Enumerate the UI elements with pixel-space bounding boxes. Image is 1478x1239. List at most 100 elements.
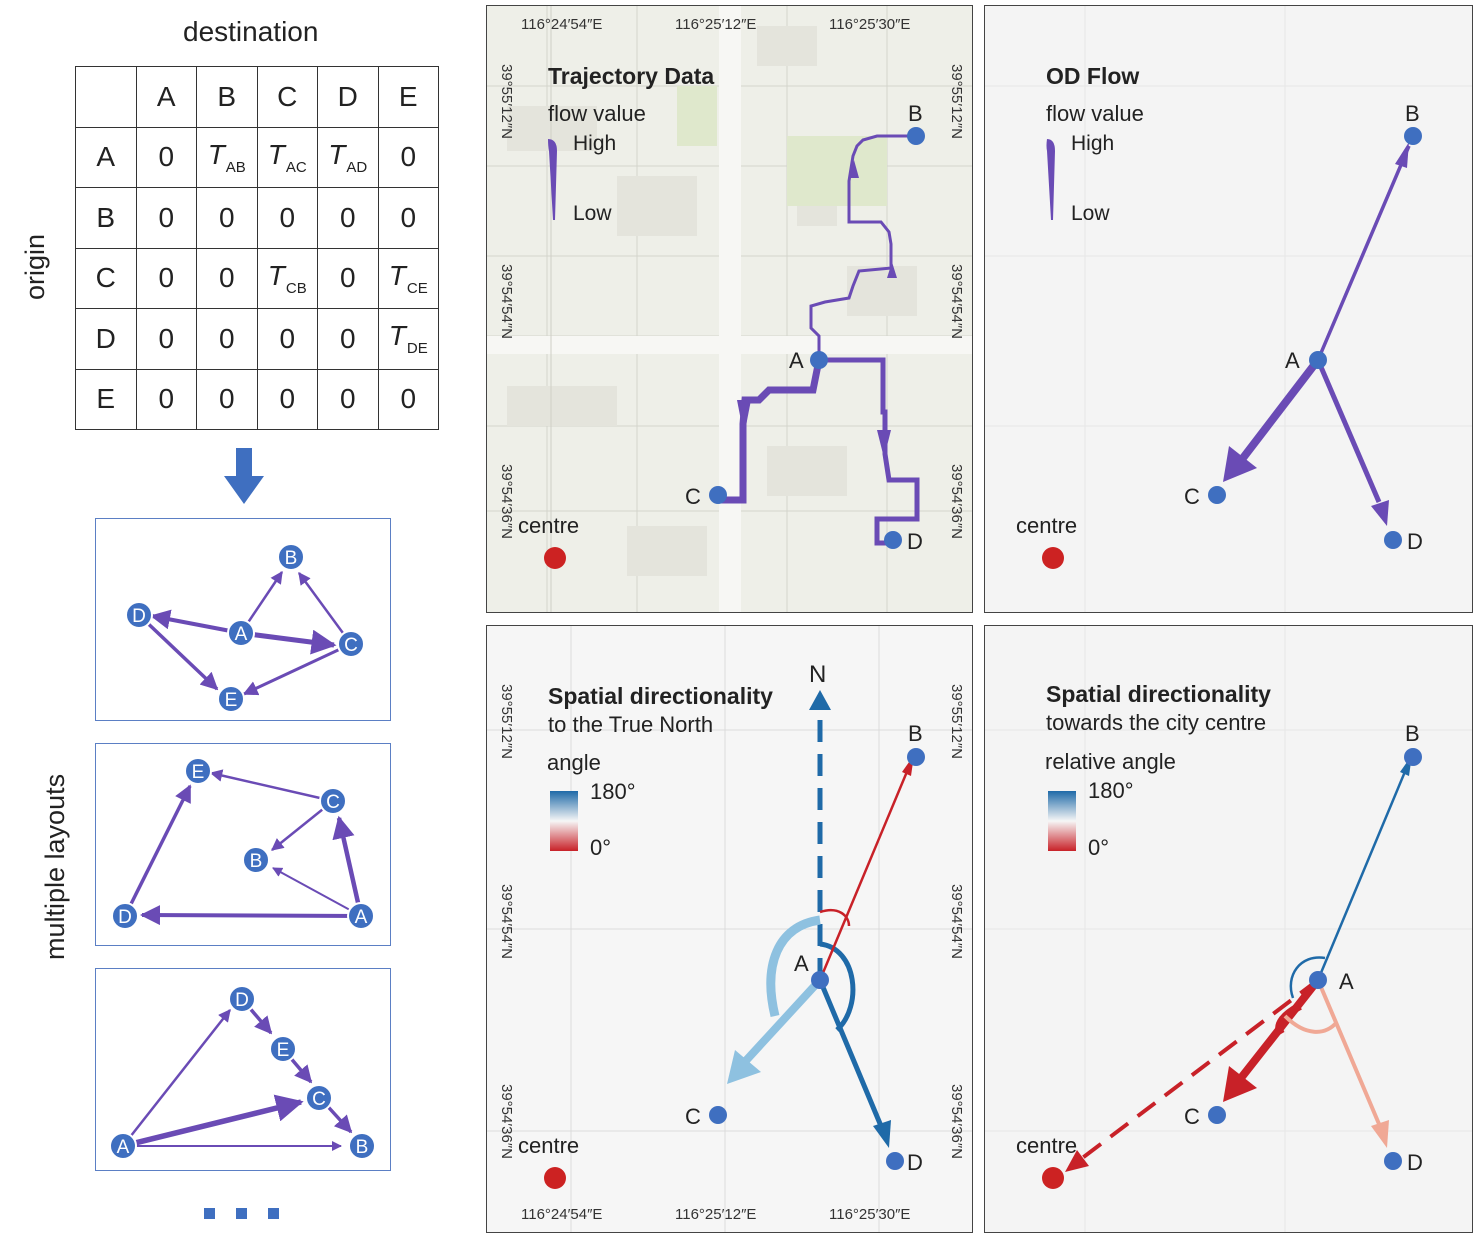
matrix-col-header: C	[256, 66, 318, 128]
lon-tick: 116°24′54″E	[521, 16, 603, 33]
matrix-cell: 0	[256, 308, 318, 370]
centre-marker	[1042, 1167, 1064, 1189]
matrix-cell: 0	[196, 247, 258, 309]
node-a	[347, 902, 375, 930]
centre-marker	[544, 547, 566, 569]
edge-a-c	[122, 1094, 304, 1149]
label-b: B	[1405, 721, 1420, 746]
node-label: A	[117, 1137, 130, 1158]
north-legend-title: angle	[547, 750, 601, 775]
flow-legend-wedge	[548, 139, 557, 220]
legend-max: 180°	[590, 779, 636, 804]
lon-tick: 116°25′30″E	[829, 16, 911, 33]
flow-symbol: T	[267, 138, 285, 170]
dir-a-c	[1237, 977, 1322, 1081]
node-label: D	[132, 606, 146, 627]
matrix-cell: 0	[135, 187, 197, 249]
node-d	[884, 531, 902, 549]
matrix-row: C 0 0 TCB 0 TCE	[75, 247, 439, 309]
flow-symbol: T	[267, 259, 285, 291]
panel-centre-directionality: Spatial directionality towards the city …	[984, 625, 1473, 1233]
od-a-b	[1316, 145, 1411, 361]
edge-c-e	[242, 642, 352, 696]
trajectory-a-c	[718, 359, 823, 504]
matrix-cell: TAC	[256, 126, 318, 188]
matrix-cell: 0	[256, 368, 318, 430]
label-c: C	[1184, 1104, 1200, 1129]
edge-c-e	[209, 769, 334, 803]
matrix-cell: TAB	[196, 126, 258, 188]
node-a	[109, 1132, 137, 1160]
node-d	[1384, 1152, 1402, 1170]
node-c	[709, 486, 727, 504]
flow-subscript: DE	[406, 340, 428, 358]
matrix-cell: 0	[196, 187, 258, 249]
flow-symbol: T	[207, 138, 225, 170]
node-d	[1384, 531, 1402, 549]
trajectory-legend-title: flow value	[548, 101, 646, 126]
matrix-col-header: A	[135, 66, 197, 128]
label-d: D	[1407, 529, 1423, 554]
matrix-row-header: C	[75, 247, 137, 309]
matrix-cell: 0	[196, 368, 258, 430]
flow-subscript: AD	[346, 158, 368, 176]
matrix-cell: 0	[135, 247, 197, 309]
node-d	[125, 601, 153, 629]
angle-legend-bar	[550, 791, 578, 851]
matrix-cell: TAD	[317, 126, 379, 188]
trajectory-a-b	[809, 134, 915, 360]
angle-legend-bar	[1048, 791, 1076, 851]
od-legend-title: flow value	[1046, 101, 1144, 126]
label-a: A	[789, 348, 804, 373]
lat-tick: 39°55′12″N	[498, 64, 515, 140]
trajectory-arrow	[887, 262, 897, 278]
edge-c-b	[297, 571, 353, 645]
node-label: C	[312, 1089, 326, 1110]
matrix-cell: 0	[317, 187, 379, 249]
centre-label: centre	[518, 1133, 580, 1158]
network-layout-2: A B C D E	[95, 743, 391, 946]
flow-symbol: T	[328, 138, 346, 170]
node-label: B	[356, 1137, 369, 1158]
node-b	[348, 1132, 376, 1160]
label-c: C	[685, 1104, 701, 1129]
lat-tick: 39°55′12″N	[948, 64, 965, 140]
matrix-col-header	[75, 66, 137, 128]
flow-symbol: T	[388, 320, 406, 352]
node-label: A	[355, 907, 368, 928]
node-a	[810, 351, 828, 369]
matrix-row-header: A	[75, 126, 137, 188]
edge-d-e	[137, 613, 219, 691]
flow-legend-wedge	[1046, 139, 1055, 220]
lon-tick: 116°24′54″E	[521, 1206, 603, 1223]
edge-a-d	[140, 905, 362, 926]
dir-a-b	[1316, 761, 1411, 981]
matrix-col-header: B	[196, 66, 258, 128]
lat-tick: 39°54′54″N	[498, 264, 515, 340]
flow-subscript: AB	[225, 158, 246, 176]
node-d	[228, 985, 256, 1013]
edge-a-d	[122, 1009, 231, 1147]
label-a: A	[1339, 969, 1354, 994]
more-ellipsis	[204, 1206, 300, 1224]
node-label: E	[225, 690, 238, 711]
flow-subscript: AC	[285, 158, 307, 176]
centre-marker	[544, 1167, 566, 1189]
centre-dir-legend-title: relative angle	[1045, 749, 1176, 774]
angle-arc-d	[819, 941, 856, 1032]
edge-a-c	[240, 629, 337, 655]
node-c	[319, 787, 347, 815]
centre-label: centre	[1016, 513, 1078, 538]
lat-tick: 39°54′54″N	[948, 884, 965, 960]
multiple-layouts-label: multiple layouts	[40, 773, 70, 960]
dir-a-b	[818, 761, 913, 981]
label-c: C	[685, 484, 701, 509]
centre-dir-subtitle: towards the city centre	[1046, 710, 1267, 735]
label-c: C	[1184, 484, 1200, 509]
node-e	[184, 757, 212, 785]
node-c	[305, 1084, 333, 1112]
legend-max: 180°	[1088, 778, 1134, 803]
matrix-col-header: D	[317, 66, 379, 128]
